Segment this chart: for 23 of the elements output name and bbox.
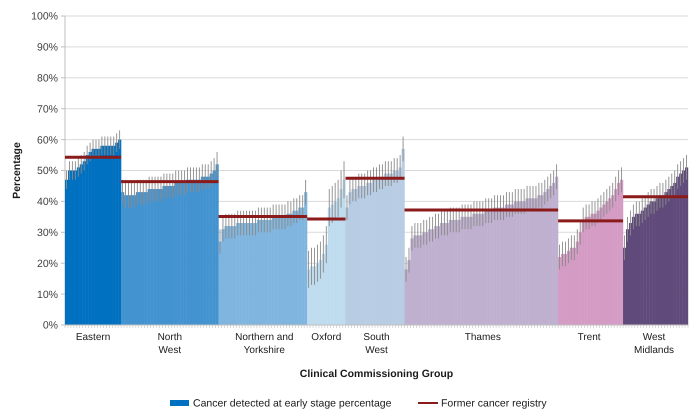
y-tick-label: 0% [42, 320, 58, 332]
x-tick-label: North West [158, 332, 182, 356]
y-tick-label: 10% [36, 288, 58, 301]
x-axis-title: Clinical Commissioning Group [300, 368, 454, 380]
x-tick-label: Trent [578, 332, 601, 343]
x-tick-label: Oxford [311, 332, 342, 343]
y-tick-label: 30% [36, 226, 58, 239]
y-tick-label: 100% [31, 10, 58, 23]
y-tick-label: 50% [36, 165, 58, 178]
y-axis-title: Percentage [11, 142, 23, 199]
x-tick-label: South West [363, 332, 390, 356]
y-tick-label: 60% [36, 134, 58, 146]
y-tick-label: 90% [36, 42, 58, 54]
x-tick-label: Thames [464, 332, 501, 343]
y-tick-label: 20% [36, 258, 58, 270]
y-tick-label: 40% [36, 196, 58, 208]
x-tick-label: Northern and Yorkshire [235, 332, 294, 356]
y-tick-label: 70% [36, 103, 58, 116]
x-tick-label: Eastern [76, 332, 110, 343]
legend-label: Cancer detected at early stage percentage [193, 398, 392, 409]
legend-label: Former cancer registry [441, 398, 548, 409]
y-tick-label: 80% [36, 72, 58, 84]
x-tick-label: West Midlands [634, 332, 674, 356]
